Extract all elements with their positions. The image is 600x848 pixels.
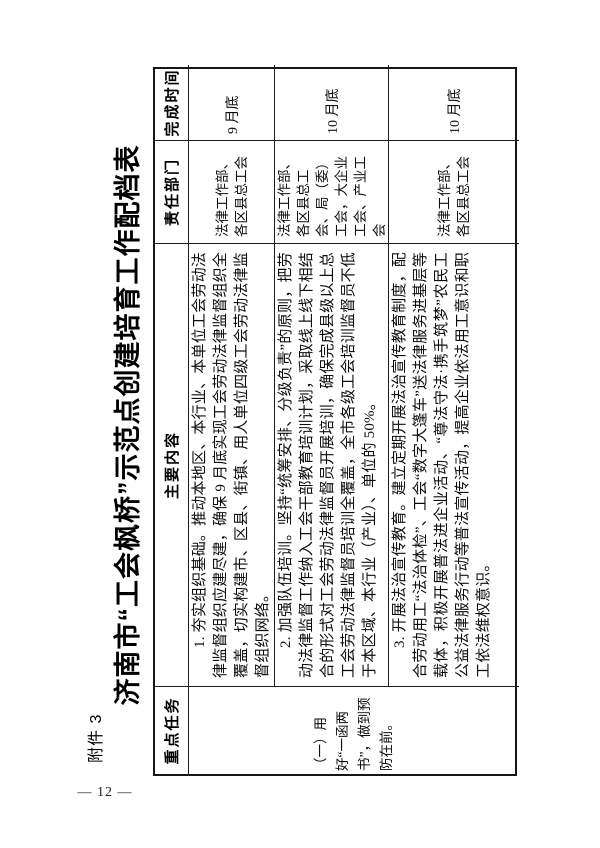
task-1-content: 1. 夯实组织基础。推动本地区、本行业、本单位工会劳动法律监督组织应建尽建，确保… [189,243,275,686]
task-1-department: 法律工作部、各区县总工会 [189,140,275,243]
header-department: 责任部门 [155,140,189,243]
task-2-content: 2. 加强队伍培训。坚持“统筹安排、分级负责”的原则，把劳动法律监督工作纳入工会… [275,243,389,686]
attachment-label: 附件 3 [88,713,105,763]
task-2-deadline: 10 月底 [275,65,389,140]
key-task-cell: （一）用好“一函两书”，做到预防在前。 [189,686,519,774]
header-deadline: 完成时间 [155,65,189,140]
task-1-paragraph: 1. 夯实组织基础。推动本地区、本行业、本单位工会劳动法律监督组织应建尽建，确保… [192,251,271,678]
header-key-task: 重点任务 [155,686,189,774]
task-3-paragraph: 3. 开展法治宣传教育。建立定期开展法治宣传教育制度，配合劳动用工“法治体检”、… [392,252,492,678]
task-2-department: 法律工作部、各区县总工会、局（委）工会，大企业工会、产业工会 [275,140,389,243]
header-main-content: 主要内容 [155,243,189,686]
task-3-content: 3. 开展法治宣传教育。建立定期开展法治宣传教育制度，配合劳动用工“法治体检”、… [389,243,519,686]
work-schedule-table: 重点任务 主要内容 责任部门 完成时间 （一）用好“一函两书”，做到预防在前。 … [153,65,519,776]
document-title: 济南市“工会枫桥”示范点创建培育工作配档表 [113,144,143,706]
task-3-department: 法律工作部、各区县总工会 [389,140,519,243]
rotated-landscape-content: 附件 3 济南市“工会枫桥”示范点创建培育工作配档表 重点任务 主要内容 责任部… [38,35,519,815]
page-number: — 12 — [77,785,133,800]
task-2-paragraph: 2. 加强队伍培训。坚持“统筹安排、分级负责”的原则，把劳动法律监督工作纳入工会… [278,252,378,678]
task-1-deadline: 9 月底 [189,65,275,140]
task-3-deadline: 10 月底 [448,88,463,135]
